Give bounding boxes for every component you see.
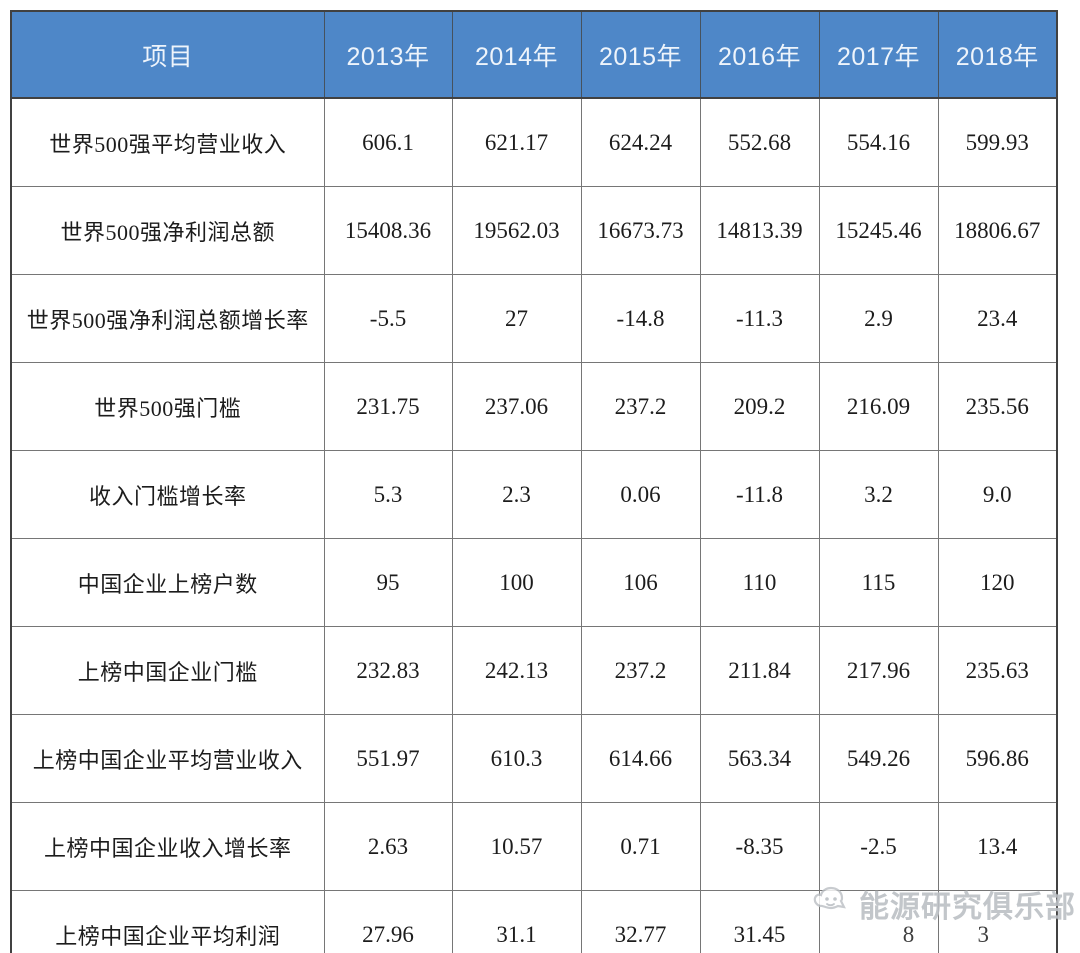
- col-header-year: 2015年: [580, 10, 701, 99]
- value-cell: 242.13: [451, 626, 582, 715]
- table-row: 上榜中国企业门槛 232.83 242.13 237.2 211.84 217.96 235…: [10, 626, 1058, 715]
- table-row: 世界500强净利润总额增长率 -5.5 27 -14.8 -11.3 2.9 23.4: [10, 274, 1058, 363]
- table-row: 世界500强门槛 231.75 237.06 237.2 209.2 216.09 235.…: [10, 362, 1058, 451]
- row-label: 上榜中国企业收入增长率: [10, 802, 325, 891]
- value-cell: 100: [451, 538, 582, 627]
- col-header-year: 2014年: [451, 10, 582, 99]
- value-cell: 237.06: [451, 362, 582, 451]
- value-cell: 596.86: [937, 714, 1058, 803]
- col-header-year: 2018年: [937, 10, 1058, 99]
- row-label: 上榜中国企业平均营业收入: [10, 714, 325, 803]
- value-cell: 2.3: [451, 450, 582, 539]
- value-cell: 31.45: [699, 890, 820, 953]
- table-row: 中国企业上榜户数 95 100 106 110 115 120: [10, 538, 1058, 627]
- row-label: 世界500强平均营业收入: [10, 97, 325, 187]
- table-row: 上榜中国企业收入增长率 2.63 10.57 0.71 -8.35 -2.5 13.4: [10, 802, 1058, 891]
- col-header-item: 项目: [10, 10, 325, 99]
- value-cell: -11.3: [699, 274, 820, 363]
- value-cell: 27: [451, 274, 582, 363]
- value-cell: 32.77: [580, 890, 701, 953]
- value-cell: 235.56: [937, 362, 1058, 451]
- value-cell: 2.63: [323, 802, 453, 891]
- table-header: 项目 2013年 2014年 2015年 2016年 2017年 2018年: [10, 10, 1058, 99]
- value-cell: 106: [580, 538, 701, 627]
- value-cell: 9.0: [937, 450, 1058, 539]
- row-label: 世界500强净利润总额增长率: [10, 274, 325, 363]
- value-cell: 27.96: [323, 890, 453, 953]
- value-cell: 621.17: [451, 97, 582, 187]
- table-row: 上榜中国企业平均营业收入 551.97 610.3 614.66 563.34 549.2…: [10, 714, 1058, 803]
- obscured-digit-fragment: 8: [902, 921, 915, 947]
- value-cell: 610.3: [451, 714, 582, 803]
- value-cell: 217.96: [818, 626, 939, 715]
- value-cell: 554.16: [818, 97, 939, 187]
- value-cell: 599.93: [937, 97, 1058, 187]
- value-cell: 2.9: [818, 274, 939, 363]
- value-cell: 15408.36: [323, 186, 453, 275]
- value-cell: 237.2: [580, 626, 701, 715]
- table-row: 世界500强平均营业收入 606.1 621.17 624.24 552.68 554.1…: [10, 97, 1058, 187]
- value-cell: 563.34: [699, 714, 820, 803]
- value-cell: 120: [937, 538, 1058, 627]
- value-cell: 10.57: [451, 802, 582, 891]
- value-cell: 551.97: [323, 714, 453, 803]
- row-label: 世界500强净利润总额: [10, 186, 325, 275]
- value-cell: 231.75: [323, 362, 453, 451]
- value-cell: 23.4: [937, 274, 1058, 363]
- col-header-year: 2017年: [818, 10, 939, 99]
- value-cell: 232.83: [323, 626, 453, 715]
- value-cell: 14813.39: [699, 186, 820, 275]
- value-cell: 3.2: [818, 450, 939, 539]
- value-cell: 216.09: [818, 362, 939, 451]
- value-cell: 235.63: [937, 626, 1058, 715]
- obscured-digit-fragment: 3: [977, 921, 990, 947]
- table-row: 世界500强净利润总额 15408.36 19562.03 16673.73 14813…: [10, 186, 1058, 275]
- table-row: 上榜中国企业平均利润 27.96 31.1 32.77 31.45 8 3: [10, 890, 1058, 953]
- value-cell: 110: [699, 538, 820, 627]
- value-cell: -2.5: [818, 802, 939, 891]
- value-cell: 18806.67: [937, 186, 1058, 275]
- col-header-year: 2016年: [699, 10, 820, 99]
- value-cell: 552.68: [699, 97, 820, 187]
- value-cell: 606.1: [323, 97, 453, 187]
- value-cell: 95: [323, 538, 453, 627]
- value-cell: 5.3: [323, 450, 453, 539]
- value-cell: 8: [818, 890, 939, 953]
- value-cell: -5.5: [323, 274, 453, 363]
- value-cell: -11.8: [699, 450, 820, 539]
- value-cell: 0.71: [580, 802, 701, 891]
- value-cell: 19562.03: [451, 186, 582, 275]
- value-cell: 614.66: [580, 714, 701, 803]
- value-cell: 549.26: [818, 714, 939, 803]
- row-label: 收入门槛增长率: [10, 450, 325, 539]
- row-label: 上榜中国企业平均利润: [10, 890, 325, 953]
- value-cell: 3: [937, 890, 1058, 953]
- header-row: 项目 2013年 2014年 2015年 2016年 2017年 2018年: [10, 10, 1058, 99]
- value-cell: 115: [818, 538, 939, 627]
- value-cell: 237.2: [580, 362, 701, 451]
- value-cell: 211.84: [699, 626, 820, 715]
- value-cell: 624.24: [580, 97, 701, 187]
- table-body: 世界500强平均营业收入 606.1 621.17 624.24 552.68 554.1…: [10, 97, 1058, 953]
- value-cell: 15245.46: [818, 186, 939, 275]
- value-cell: 31.1: [451, 890, 582, 953]
- col-header-year: 2013年: [323, 10, 453, 99]
- row-label: 上榜中国企业门槛: [10, 626, 325, 715]
- value-cell: 13.4: [937, 802, 1058, 891]
- table-row: 收入门槛增长率 5.3 2.3 0.06 -11.8 3.2 9.0: [10, 450, 1058, 539]
- fortune500-data-table: 项目 2013年 2014年 2015年 2016年 2017年 2018年 世界500强平…: [10, 10, 1058, 953]
- value-cell: 16673.73: [580, 186, 701, 275]
- value-cell: 0.06: [580, 450, 701, 539]
- value-cell: 209.2: [699, 362, 820, 451]
- row-label: 世界500强门槛: [10, 362, 325, 451]
- value-cell: -14.8: [580, 274, 701, 363]
- value-cell: -8.35: [699, 802, 820, 891]
- row-label: 中国企业上榜户数: [10, 538, 325, 627]
